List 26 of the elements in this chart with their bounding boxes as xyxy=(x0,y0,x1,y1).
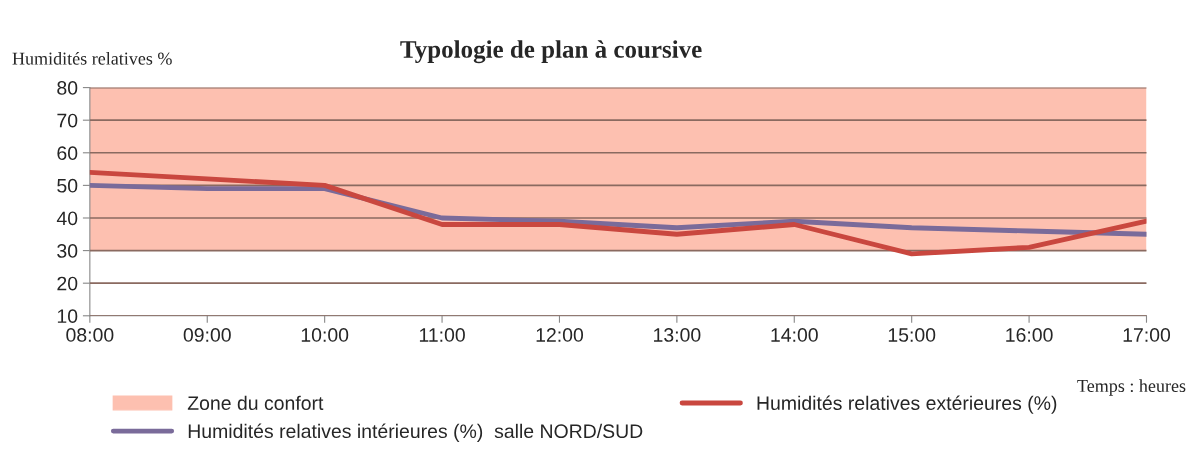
legend-label: Humidités relatives extérieures (%) xyxy=(757,395,1057,414)
y-tick-label: 80 xyxy=(57,81,78,95)
x-axis-title: Temps : heures xyxy=(1077,379,1186,396)
chart-title: Typologie de plan à coursive xyxy=(400,40,702,64)
x-tick-label: 12:00 xyxy=(536,328,584,342)
y-tick-label: 20 xyxy=(57,276,78,291)
legend-label: Zone du confort xyxy=(187,395,324,411)
y-tick-label: 70 xyxy=(57,113,78,128)
x-tick-label: 09:00 xyxy=(183,328,231,342)
x-tick-label: 14:00 xyxy=(771,328,818,342)
x-tick-label: 08:00 xyxy=(66,328,114,342)
line-series xyxy=(89,182,1147,237)
x-tick-label: 10:00 xyxy=(301,328,349,342)
y-tick-label: 30 xyxy=(57,244,78,258)
x-tick-label: 17:00 xyxy=(1123,328,1171,342)
line-series xyxy=(89,169,1147,257)
legend-label: Humidités relatives intérieures (%) salle NORD/SUD xyxy=(188,423,643,442)
y-tick-label: 40 xyxy=(56,211,78,226)
y-axis-title: Humidités relatives % xyxy=(12,51,172,65)
y-tick-label: 10 xyxy=(57,309,78,324)
y-tick-label: 60 xyxy=(57,146,78,161)
y-tick-label: 50 xyxy=(57,178,78,193)
x-tick-label: 16:00 xyxy=(1006,328,1053,342)
x-tick-label: 11:00 xyxy=(419,328,465,342)
x-tick-label: 13:00 xyxy=(654,328,701,342)
x-tick-label: 15:00 xyxy=(888,328,936,342)
